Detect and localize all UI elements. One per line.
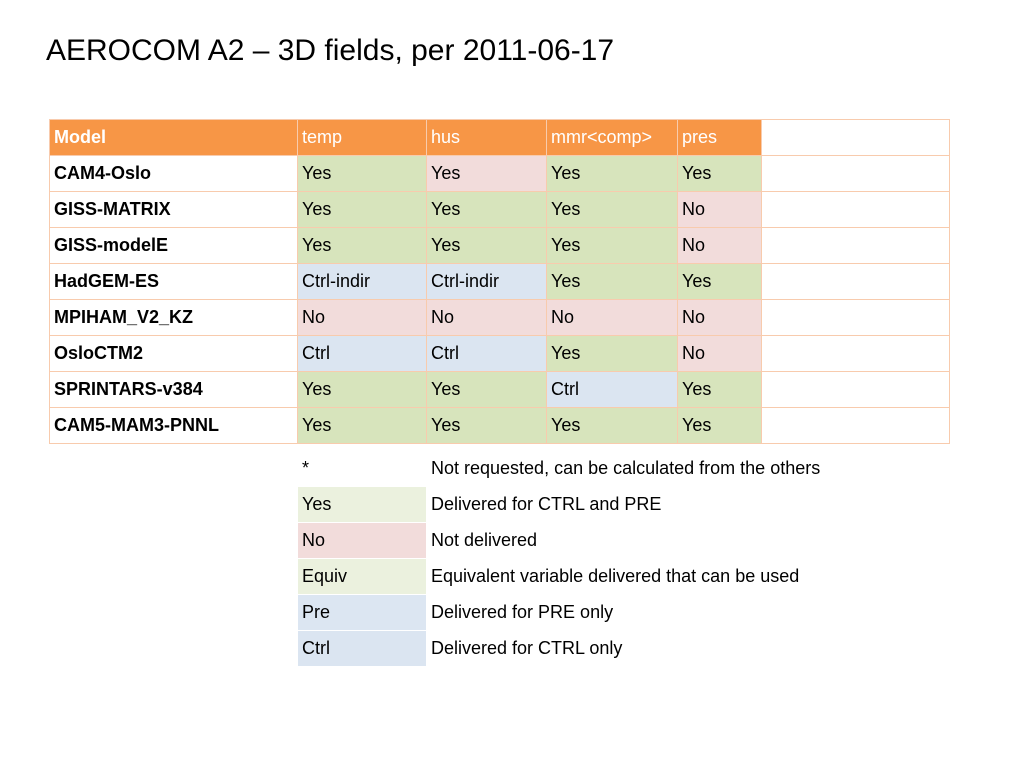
empty-cell bbox=[761, 335, 950, 372]
status-cell: Ctrl-indir bbox=[297, 263, 427, 300]
status-cell: Yes bbox=[677, 155, 762, 192]
status-cell: Yes bbox=[546, 263, 678, 300]
column-header: temp bbox=[297, 119, 427, 156]
status-cell: Yes bbox=[426, 155, 547, 192]
legend-row: No Not delivered bbox=[297, 522, 932, 559]
empty-cell bbox=[761, 263, 950, 300]
table-header-row: Model temp hus mmr<comp> pres bbox=[49, 119, 950, 156]
legend-description: Equivalent variable delivered that can b… bbox=[426, 558, 932, 595]
empty-cell bbox=[761, 191, 950, 228]
legend-key: Yes bbox=[297, 486, 427, 523]
status-cell: No bbox=[546, 299, 678, 336]
status-cell: Yes bbox=[426, 191, 547, 228]
empty-cell bbox=[761, 227, 950, 264]
model-name-cell: SPRINTARS-v384 bbox=[49, 371, 298, 408]
column-header bbox=[761, 119, 950, 156]
empty-cell bbox=[761, 299, 950, 336]
status-cell: Yes bbox=[297, 191, 427, 228]
column-header: pres bbox=[677, 119, 762, 156]
status-cell: Ctrl-indir bbox=[426, 263, 547, 300]
legend-description: Delivered for PRE only bbox=[426, 594, 932, 631]
legend-key: No bbox=[297, 522, 427, 559]
table-row: MPIHAM_V2_KZ No No No No bbox=[49, 299, 950, 336]
legend-row: Pre Delivered for PRE only bbox=[297, 594, 932, 631]
column-header: mmr<comp> bbox=[546, 119, 678, 156]
table-row: GISS-modelE Yes Yes Yes No bbox=[49, 227, 950, 264]
column-header: Model bbox=[49, 119, 298, 156]
table-row: CAM4-Oslo Yes Yes Yes Yes bbox=[49, 155, 950, 192]
legend-description: Delivered for CTRL only bbox=[426, 630, 932, 667]
status-cell: No bbox=[677, 227, 762, 264]
table-row: OsloCTM2 Ctrl Ctrl Yes No bbox=[49, 335, 950, 372]
column-header: hus bbox=[426, 119, 547, 156]
model-name-cell: MPIHAM_V2_KZ bbox=[49, 299, 298, 336]
status-cell: No bbox=[677, 191, 762, 228]
status-cell: No bbox=[426, 299, 547, 336]
model-name-cell: OsloCTM2 bbox=[49, 335, 298, 372]
status-cell: Yes bbox=[677, 371, 762, 408]
model-name-cell: GISS-modelE bbox=[49, 227, 298, 264]
legend-description: Not requested, can be calculated from th… bbox=[426, 450, 932, 487]
status-cell: Ctrl bbox=[297, 335, 427, 372]
table-row: SPRINTARS-v384 Yes Yes Ctrl Yes bbox=[49, 371, 950, 408]
status-cell: Yes bbox=[546, 407, 678, 444]
model-name-cell: GISS-MATRIX bbox=[49, 191, 298, 228]
legend-row: * Not requested, can be calculated from t… bbox=[297, 450, 932, 487]
availability-table: Model temp hus mmr<comp> pres CAM4-Oslo Yes Yes… bbox=[49, 119, 950, 444]
empty-cell bbox=[761, 155, 950, 192]
status-cell: Yes bbox=[546, 335, 678, 372]
legend-row: Ctrl Delivered for CTRL only bbox=[297, 630, 932, 667]
status-cell: No bbox=[677, 299, 762, 336]
model-name-cell: HadGEM-ES bbox=[49, 263, 298, 300]
status-cell: Yes bbox=[677, 407, 762, 444]
legend-key: Ctrl bbox=[297, 630, 427, 667]
status-cell: No bbox=[297, 299, 427, 336]
legend-key: Equiv bbox=[297, 558, 427, 595]
status-cell: Yes bbox=[297, 371, 427, 408]
status-cell: Yes bbox=[297, 407, 427, 444]
status-cell: Yes bbox=[546, 227, 678, 264]
status-cell: Yes bbox=[426, 407, 547, 444]
empty-cell bbox=[761, 371, 950, 408]
legend-row: Yes Delivered for CTRL and PRE bbox=[297, 486, 932, 523]
status-cell: Yes bbox=[677, 263, 762, 300]
model-name-cell: CAM5-MAM3-PNNL bbox=[49, 407, 298, 444]
empty-cell bbox=[761, 407, 950, 444]
status-cell: No bbox=[677, 335, 762, 372]
status-cell: Yes bbox=[546, 155, 678, 192]
legend-description: Not delivered bbox=[426, 522, 932, 559]
legend-row: Equiv Equivalent variable delivered that … bbox=[297, 558, 932, 595]
status-cell: Ctrl bbox=[546, 371, 678, 408]
status-cell: Yes bbox=[426, 227, 547, 264]
model-name-cell: CAM4-Oslo bbox=[49, 155, 298, 192]
legend-key: Pre bbox=[297, 594, 427, 631]
table-row: HadGEM-ES Ctrl-indir Ctrl-indir Yes Yes bbox=[49, 263, 950, 300]
status-cell: Yes bbox=[546, 191, 678, 228]
page-title: AEROCOM A2 – 3D fields, per 2011-06-17 bbox=[46, 34, 615, 67]
legend-description: Delivered for CTRL and PRE bbox=[426, 486, 932, 523]
status-cell: Yes bbox=[297, 227, 427, 264]
status-cell: Yes bbox=[426, 371, 547, 408]
table-row: GISS-MATRIX Yes Yes Yes No bbox=[49, 191, 950, 228]
status-cell: Ctrl bbox=[426, 335, 547, 372]
legend-key: * bbox=[297, 450, 427, 487]
table-row: CAM5-MAM3-PNNL Yes Yes Yes Yes bbox=[49, 407, 950, 444]
status-cell: Yes bbox=[297, 155, 427, 192]
legend-table: * Not requested, can be calculated from t… bbox=[297, 450, 932, 667]
